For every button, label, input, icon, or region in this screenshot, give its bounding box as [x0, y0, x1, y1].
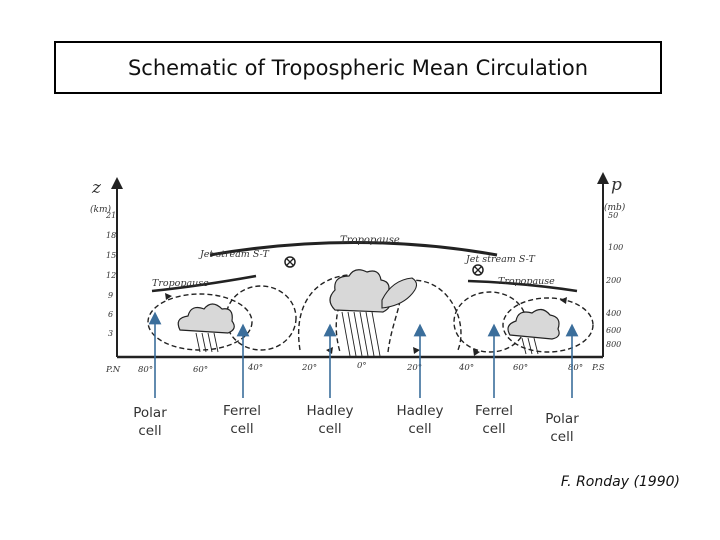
cell-label-ferrel-north: Ferrel cell: [207, 402, 277, 438]
cell-label-hadley-south: Hadley cell: [385, 402, 455, 438]
left-tick: 12: [106, 271, 116, 280]
cell-name: Ferrel: [223, 403, 261, 419]
left-tick: 6: [108, 310, 113, 319]
latitude-label: 80°: [568, 363, 583, 373]
jet-stream-right-label: Jet stream S-T: [464, 254, 536, 265]
tropopause-left-line: [151, 274, 257, 293]
cell-suffix: cell: [230, 421, 254, 437]
right-axis-symbol: p: [611, 175, 622, 195]
latitude-label: 0°: [357, 361, 367, 371]
title-box: Schematic of Tropospheric Mean Circulati…: [54, 41, 662, 94]
left-ticks: 21 18 15 12 9 6 3: [105, 211, 116, 338]
cell-name: Ferrel: [475, 403, 513, 419]
tropopause-right-line: [467, 279, 578, 293]
left-tick: 18: [106, 231, 116, 240]
hadley-cell-south-loop: [387, 279, 462, 353]
cell-suffix: cell: [482, 421, 506, 437]
cell-suffix: cell: [408, 421, 432, 437]
latitude-label: 40°: [247, 363, 263, 373]
right-tick: 50: [608, 211, 618, 220]
latitude-label: P.S: [591, 363, 605, 373]
right-tick: 100: [608, 243, 623, 252]
latitude-label: 80°: [138, 365, 153, 375]
cell-label-ferrel-south: Ferrel cell: [459, 402, 529, 438]
cloud-north-polar-front: [177, 303, 235, 353]
left-tick: 21: [105, 211, 116, 220]
left-tick: 15: [106, 251, 116, 260]
jet-stream-left-symbol: [284, 256, 296, 268]
right-ticks: 50 100 200 400 600 800: [605, 211, 623, 349]
polar-cell-south-loop: [502, 297, 594, 353]
cell-name: Hadley: [396, 403, 444, 419]
cell-label-polar-south: Polar cell: [527, 410, 597, 446]
latitude-label: P.N: [105, 365, 121, 375]
jet-stream-right-symbol: [472, 264, 484, 276]
cell-label-hadley-north: Hadley cell: [295, 402, 365, 438]
cell-suffix: cell: [138, 423, 162, 439]
left-tick: 9: [108, 291, 113, 300]
cell-label-polar-north: Polar cell: [115, 404, 185, 440]
right-tick: 800: [606, 340, 621, 349]
latitude-label: 20°: [406, 363, 422, 373]
cell-name: Hadley: [306, 403, 354, 419]
ferrel-cell-north-loop: [225, 285, 297, 351]
cell-suffix: cell: [550, 429, 574, 445]
left-axis-symbol: z: [91, 178, 102, 198]
left-axis-unit: (km): [90, 204, 111, 215]
cell-suffix: cell: [318, 421, 342, 437]
latitude-label: 60°: [193, 365, 208, 375]
left-tick: 3: [108, 329, 113, 338]
right-axis-unit: (mb): [604, 202, 626, 213]
page-title: Schematic of Tropospheric Mean Circulati…: [127, 55, 589, 80]
jet-stream-left-label: Jet stream S-T: [198, 249, 270, 260]
right-tick: 600: [606, 326, 621, 335]
cloud-south-polar-front: [507, 308, 560, 355]
latitude-label: 60°: [513, 363, 528, 373]
cloud-itcz: [329, 269, 418, 357]
cell-name: Polar: [133, 405, 167, 421]
tropopause-right-label: Tropopause: [498, 276, 555, 287]
cell-name: Polar: [545, 411, 579, 427]
right-tick: 400: [605, 309, 621, 318]
latitude-label: 20°: [301, 363, 317, 373]
tropopause-left-label: Tropopause: [152, 278, 209, 289]
cell-pointers: [148, 311, 579, 398]
tropopause-center-line: [209, 241, 498, 257]
right-tick: 200: [605, 276, 621, 285]
latitude-labels: P.N 80° 60° 40° 20° 0° 20° 40° 60° 80° P…: [105, 361, 605, 375]
latitude-label: 40°: [458, 363, 474, 373]
source-credit: F. Ronday (1990): [560, 474, 680, 490]
tropopause-center-label: Tropopause: [340, 235, 400, 246]
